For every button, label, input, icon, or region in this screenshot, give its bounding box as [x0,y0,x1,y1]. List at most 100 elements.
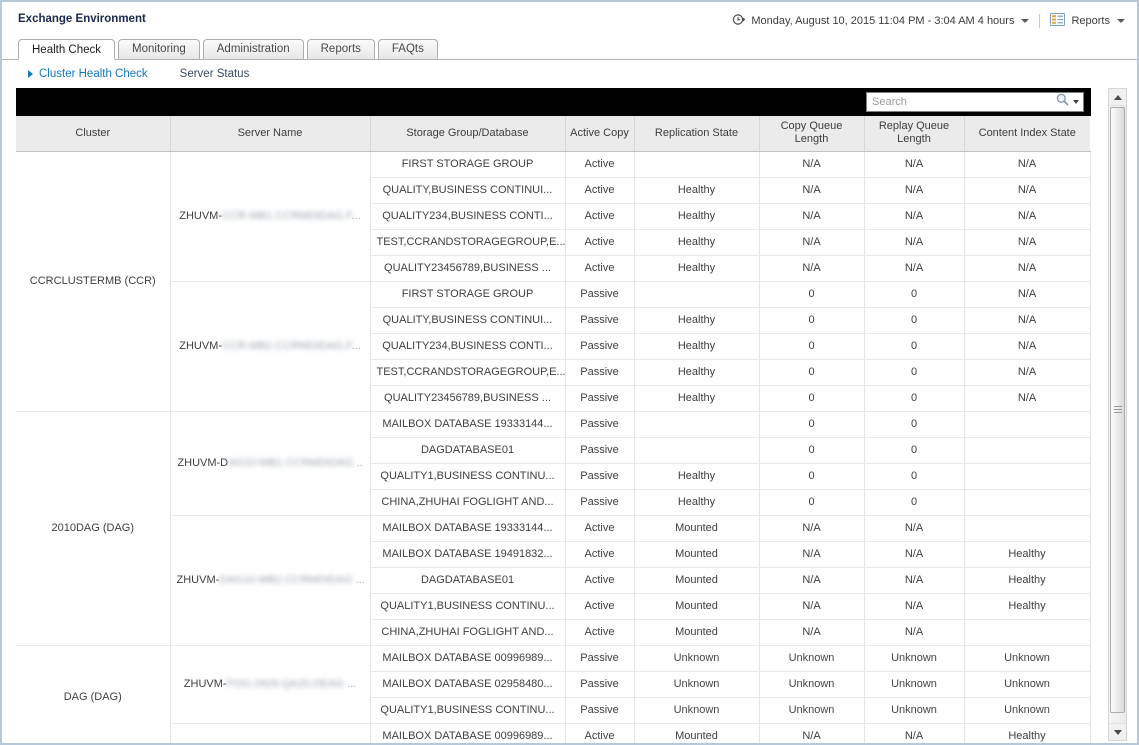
copy-queue-cell: N/A [759,619,865,646]
content-index-cell: N/A [964,177,1091,204]
report-icon [1050,13,1066,29]
copy-queue-cell: N/A [759,567,865,594]
tab-administration[interactable]: Administration [202,39,304,59]
database-cell: QUALITY1,BUSINESS CONTINU... [370,593,566,620]
replication-state-cell: Unknown [634,644,760,672]
breadcrumb-cluster-health-check[interactable]: Cluster Health Check [39,68,148,80]
active-copy-cell: Active [565,229,635,256]
replication-state-cell: FailedAndSuspended [634,410,760,438]
table-row: QUALITY1,BUSINESS CONTINU... Passive Healt… [16,463,1091,490]
active-copy-cell: Passive [565,644,635,672]
replay-queue-cell: 0 [864,463,965,490]
search-box[interactable] [866,92,1084,112]
copy-queue-cell: Unknown [759,644,865,672]
replay-queue-cell: 0 [864,280,965,308]
tab-reports[interactable]: Reports [306,39,375,59]
table-row: DAG (DAG) ZHUVM-FOG-2926.QA20.DEAG ... MAI… [16,644,1091,743]
server-name-cell [170,722,371,743]
scroll-down-button[interactable] [1109,723,1126,740]
chevron-down-icon[interactable] [1117,19,1125,23]
col-header-content-index[interactable]: Content Index State [964,116,1090,152]
table-toolbar [16,88,1091,116]
table-row: QUALITY234,BUSINESS CONTI... Active Health… [16,203,1091,230]
replication-state-cell: Healthy [634,359,760,386]
server-name-suffix: ... [351,210,361,222]
database-cell: MAILBOX DATABASE 19491832... [370,541,566,568]
replication-state-cell: Unknown [634,697,760,724]
replay-queue-cell: 0 [864,333,965,360]
database-cell: QUALITY1,BUSINESS CONTINU... [370,697,566,724]
tab-faqts[interactable]: FAQts [377,39,438,59]
col-header-replay-queue[interactable]: Replay Queue Length [864,116,965,152]
vertical-scrollbar[interactable] [1108,88,1127,741]
cluster-cell: DAG (DAG) [16,644,171,743]
scroll-up-button[interactable] [1109,89,1126,106]
copy-queue-cell: 0 [759,437,865,464]
active-copy-cell: Passive [565,359,635,386]
col-header-cluster[interactable]: Cluster [16,116,171,152]
tab-health-check[interactable]: Health Check [18,39,116,60]
time-range-label[interactable]: Monday, August 10, 2015 11:04 PM - 3:04 … [751,15,1015,27]
replay-queue-cell: N/A [864,593,965,620]
database-cell: TEST,CCRANDSTORAGEGROUP,E... [370,229,566,256]
database-cell: DAGDATABASE01 [370,567,566,594]
server-name-cell: ZHUVM-DAG10-MB2.CCRMDIDAG ... [170,514,371,646]
clock-icon [732,13,746,29]
active-copy-cell: Passive [565,697,635,724]
copy-queue-cell: N/A [759,255,865,282]
search-input[interactable] [869,94,1056,110]
table-area: Cluster Server Name Storage Group/Databa… [16,116,1091,743]
scrollbar-thumb[interactable] [1110,107,1125,713]
tab-monitoring[interactable]: Monitoring [118,39,200,59]
replication-state-cell: Healthy [634,307,760,334]
chevron-down-icon[interactable] [1073,100,1079,104]
col-header-copy-queue[interactable]: Copy Queue Length [759,116,865,152]
col-header-active-copy[interactable]: Active Copy [565,116,635,152]
content-index-cell: N/A [964,307,1091,334]
triangle-up-icon [1113,94,1122,100]
active-copy-cell: Active [565,255,635,282]
server-name-redacted: CCR-MB1.CCRMDIDAG.F [222,210,352,222]
table-row: QUALITY1,BUSINESS CONTINU... Active Mounte… [16,593,1091,620]
table-row: MAILBOX DATABASE 02958480... Passive Unkno… [16,671,1091,698]
breadcrumb-server-status[interactable]: Server Status [179,68,250,80]
content-index-cell: N/A [964,203,1091,230]
magnifier-icon[interactable] [1056,93,1069,111]
table-row: CHINA,ZHUHAI FOGLIGHT AND... Passive Healt… [16,489,1091,516]
replication-state-cell: Healthy [634,203,760,230]
content-index-cell: Failed [964,437,1091,464]
replication-state-cell: Healthy [634,255,760,282]
replication-state-cell: Suspended [634,437,760,464]
triangle-down-icon [1113,729,1122,735]
cluster-cell: CCRCLUSTERMB (CCR) [16,150,171,412]
replication-state-cell: Mounted [634,619,760,646]
col-header-server-name[interactable]: Server Name [170,116,371,152]
table-row: CCRCLUSTERMB (CCR) ZHUVM-CCR-MB1.CCRMDIDA… [16,150,1091,412]
content-index-cell: N/A [964,150,1091,178]
database-cell: QUALITY234,BUSINESS CONTI... [370,203,566,230]
table-row: ZHUVM-DAG10-MB2.CCRMDIDAG ... MAILBOX DAT… [16,514,1091,646]
active-copy-cell: Passive [565,437,635,464]
col-header-storage-group[interactable]: Storage Group/Database [370,116,566,152]
database-cell: MAILBOX DATABASE 19333144... [370,514,566,542]
content-index-cell: N/A [964,255,1091,282]
replication-state-cell: Healthy [634,177,760,204]
server-name-cell: ZHUVM-CCR-MB1.CCRMDIDAG.F... [170,150,371,282]
col-header-replication-state[interactable]: Replication State [634,116,760,152]
replication-state-cell: Mounted [634,567,760,594]
content-index-cell: N/A [964,385,1091,412]
replay-queue-cell: N/A [864,541,965,568]
reports-menu-button[interactable]: Reports [1071,15,1110,27]
replay-queue-cell: 0 [864,385,965,412]
replay-queue-cell: 0 [864,489,965,516]
replication-state-cell: Healthy [634,229,760,256]
server-name-suffix: ... [343,678,357,690]
chevron-down-icon[interactable] [1021,19,1030,23]
database-cell: QUALITY,BUSINESS CONTINUI... [370,307,566,334]
active-copy-cell: Passive [565,463,635,490]
replication-state-cell: Mounted [634,541,760,568]
replication-state-cell: Suspended [634,150,760,178]
database-cell: FIRST STORAGE GROUP [370,150,566,178]
table-row: QUALITY,BUSINESS CONTINUI... Active Health… [16,177,1091,204]
active-copy-cell: Active [565,593,635,620]
